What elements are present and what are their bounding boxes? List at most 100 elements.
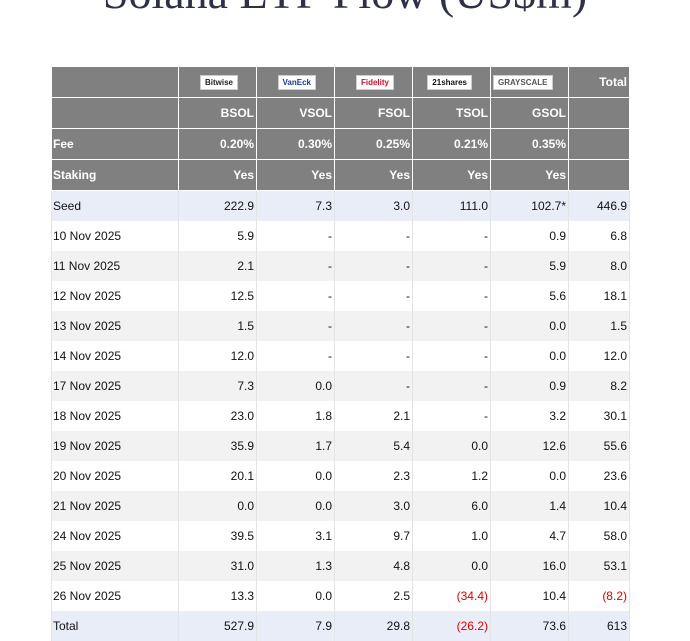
data-row: 11 Nov 2025 2.1- - -5.9 8.0 [51,251,630,281]
header-row: Staking Yes Yes Yes Yes Yes [51,159,630,191]
value-cell: 12.0 [178,341,257,371]
data-row: 21 Nov 2025 0.0 0.0 3.0 6.0 1.4 10.4 [51,491,630,521]
row-label: Seed [51,190,179,221]
value-cell: 20.1 [178,461,257,491]
value-cell: 613 [568,611,630,641]
data-row: 19 Nov 2025 35.9 1.7 5.4 0.0 12.6 55.6 [51,431,630,461]
row-label: 11 Nov 2025 [51,251,179,281]
value-cell: - [256,311,335,341]
logo-cell: Fidelity [334,66,413,98]
header-row: Bitwise VanEck Fidelity 21shares GRAYSCALE To… [51,66,630,98]
value-cell: 2.5 [334,581,413,611]
header-row: BSOL VSOL FSOL TSOL GSOL [51,97,630,129]
value-cell: 1.0 [412,521,491,551]
header-cell: 0.30% [256,128,335,160]
value-cell: 1.7 [256,431,335,461]
value-cell: 0.0 [256,491,335,521]
value-cell: 8.2 [568,371,630,401]
row-label: 13 Nov 2025 [51,311,179,341]
row-label: Staking [51,159,179,191]
header-cell: Yes [490,159,569,191]
value-cell: 9.7 [334,521,413,551]
value-cell: 111.0 [412,190,491,221]
header-cell: Yes [178,159,257,191]
value-cell: 7.9 [256,611,335,641]
ticker: FSOL [334,97,413,129]
value-cell: 4.8 [334,551,413,581]
value-cell: 23.6 [568,461,630,491]
value-cell: 18.1 [568,281,630,311]
ticker: TSOL [412,97,491,129]
row-label: 17 Nov 2025 [51,371,179,401]
row-label: 24 Nov 2025 [51,521,179,551]
value-cell: - [334,281,413,311]
value-cell: 6.8 [568,221,630,251]
empty-cell [51,66,179,98]
value-cell: 0.0 [412,551,491,581]
value-cell: 13.3 [178,581,257,611]
value-cell: 1.2 [412,461,491,491]
header-cell: 0.25% [334,128,413,160]
value-cell: 0.0 [256,371,335,401]
value-cell: (8.2) [568,581,630,611]
empty-cell [568,97,630,129]
value-cell: 4.7 [490,521,569,551]
value-cell: 16.0 [490,551,569,581]
value-cell: 12.0 [568,341,630,371]
value-cell: 3.1 [256,521,335,551]
data-row: 14 Nov 2025 12.0- - -0.0 12.0 [51,341,630,371]
ticker: VSOL [256,97,335,129]
value-cell: - [412,341,491,371]
value-cell: 58.0 [568,521,630,551]
value-cell: 12.6 [490,431,569,461]
value-cell: 0.0 [490,311,569,341]
value-cell: 527.9 [178,611,257,641]
row-label: Total [51,611,179,641]
value-cell: 5.9 [178,221,257,251]
value-cell: - [412,401,491,431]
data-row: 24 Nov 2025 39.5 3.1 9.7 1.0 4.7 58.0 [51,521,630,551]
ticker: BSOL [178,97,257,129]
value-cell: 10.4 [568,491,630,521]
row-label: 25 Nov 2025 [51,551,179,581]
value-cell: - [256,341,335,371]
value-cell: 53.1 [568,551,630,581]
value-cell: 12.5 [178,281,257,311]
value-cell: 0.9 [490,371,569,401]
logo-cell: Bitwise [178,66,257,98]
value-cell: 222.9 [178,190,257,221]
value-cell: 1.5 [178,311,257,341]
value-cell: (34.4) [412,581,491,611]
value-cell: 1.5 [568,311,630,341]
row-label: 21 Nov 2025 [51,491,179,521]
value-cell: - [412,311,491,341]
row-label: 12 Nov 2025 [51,281,179,311]
data-row: 13 Nov 2025 1.5- - -0.0 1.5 [51,311,630,341]
data-row: 12 Nov 2025 12.5- - -5.6 18.1 [51,281,630,311]
value-cell: - [412,221,491,251]
value-cell: 29.8 [334,611,413,641]
value-cell: - [334,251,413,281]
logo-cell: 21shares [412,66,491,98]
value-cell: 446.9 [568,190,630,221]
value-cell: 30.1 [568,401,630,431]
value-cell: 1.8 [256,401,335,431]
header-cell: 0.21% [412,128,491,160]
header-cell: 0.20% [178,128,257,160]
value-cell: - [334,311,413,341]
value-cell: - [256,251,335,281]
flow-table: Bitwise VanEck Fidelity 21shares GRAYSCALE To… [51,66,630,641]
value-cell: 5.6 [490,281,569,311]
page-title: Solana ETF Flow (US$m) [0,0,690,19]
value-cell: 10.4 [490,581,569,611]
data-row: 20 Nov 2025 20.1 0.0 2.3 1.2 0.0 23.6 [51,461,630,491]
value-cell: - [256,221,335,251]
header-cell: Yes [256,159,335,191]
row-label: 18 Nov 2025 [51,401,179,431]
value-cell: 1.3 [256,551,335,581]
value-cell: (26.2) [412,611,491,641]
value-cell: 2.1 [178,251,257,281]
value-cell: 35.9 [178,431,257,461]
ticker: GSOL [490,97,569,129]
value-cell: 5.9 [490,251,569,281]
